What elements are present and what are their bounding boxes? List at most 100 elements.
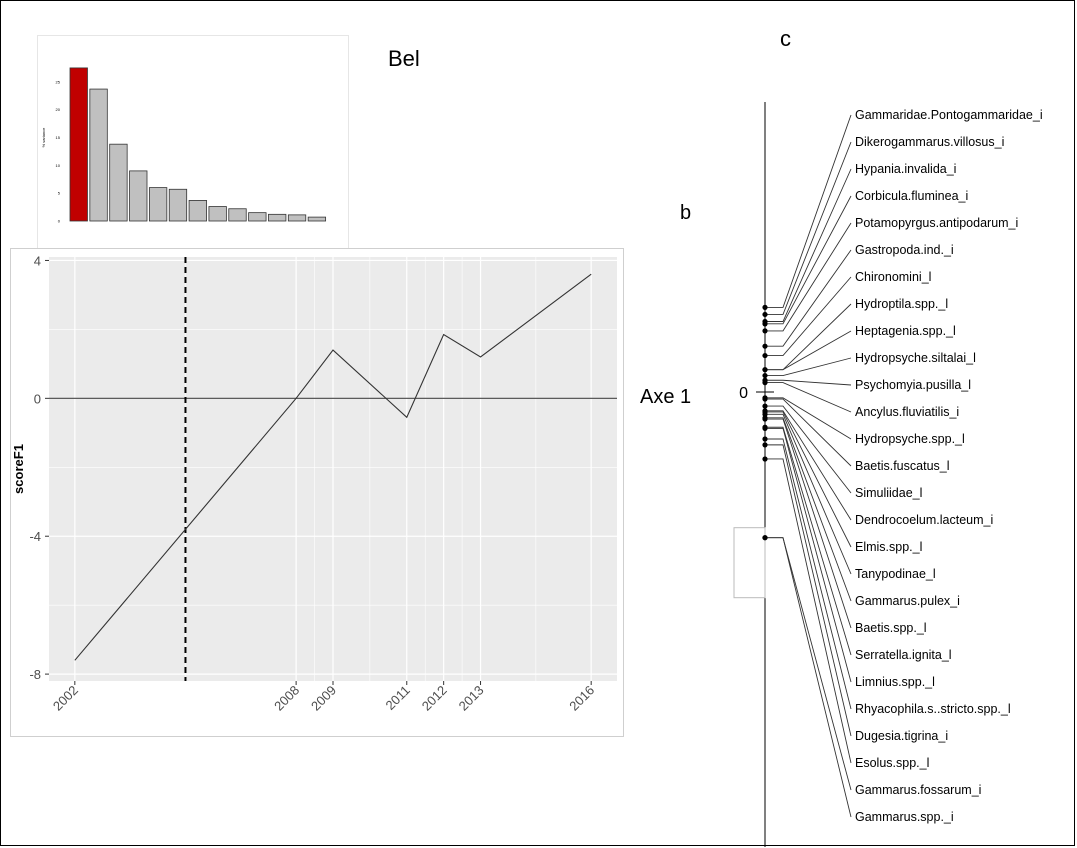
taxon-leader-line xyxy=(765,114,852,308)
y-tick-label: -8 xyxy=(29,667,41,682)
taxon-leader-line xyxy=(765,276,852,357)
taxon-label: Gammarus.pulex_i xyxy=(855,594,960,608)
taxon-label: Baetis.spp._l xyxy=(855,621,927,635)
y-tick-label: -4 xyxy=(29,529,41,544)
taxon-leader-line xyxy=(765,195,852,325)
scree-y-tick-label: 0 xyxy=(58,219,61,224)
taxa-score-plot: 0 Gammaridae.Pontogammaridae_i Dikerogamma… xyxy=(733,102,1043,847)
taxon-label: Gammarus.spp._i xyxy=(855,810,954,824)
taxon-leader-line xyxy=(765,458,852,764)
taxon-point xyxy=(762,403,768,409)
taxa-score-panel: 0 Gammaridae.Pontogammaridae_i Dikerogamma… xyxy=(700,90,1070,847)
taxon-label: Simuliidae_l xyxy=(855,486,922,500)
scree-bar xyxy=(148,187,168,222)
x-tick-label: 2009 xyxy=(308,683,339,714)
site-title: Bel xyxy=(388,46,420,71)
taxon-leader-line xyxy=(765,444,852,737)
scree-plot-panel: % variance 0 5 10 15 20 25 xyxy=(37,35,349,250)
taxon-label: Rhyacophila.s..stricto.spp._l xyxy=(855,702,1011,716)
panel-label-b: b xyxy=(680,202,692,224)
taxon-point xyxy=(762,321,768,327)
taxon-point xyxy=(762,425,768,432)
taxon-leader-line xyxy=(765,537,852,791)
scree-bar xyxy=(248,212,267,222)
x-tick-label: 2012 xyxy=(419,683,450,714)
taxon-point xyxy=(762,442,768,448)
taxon-label: Dugesia.tigrina_i xyxy=(855,729,948,743)
taxon-label: Dendrocoelum.lacteum_i xyxy=(855,513,993,527)
y-axis-label: scoreF1 xyxy=(11,444,26,494)
y-tick-label: 0 xyxy=(34,391,41,406)
scree-bar xyxy=(287,214,307,222)
scree-y-tick-label: 20 xyxy=(56,107,61,112)
taxon-leader-line xyxy=(765,382,852,413)
taxon-label: Hydropsyche.spp._l xyxy=(855,432,965,446)
taxon-leader-line xyxy=(765,411,852,548)
x-tick-label: 2016 xyxy=(566,683,597,714)
taxon-leader-line xyxy=(765,303,852,371)
taxon-label: Elmis.spp._l xyxy=(855,540,922,554)
score-axis-zero-label: 0 xyxy=(739,385,748,402)
taxon-label: Serratella.ignita_l xyxy=(855,648,952,662)
score-series-line xyxy=(74,273,592,661)
scree-y-axis-label: % variance xyxy=(41,127,46,148)
taxon-point xyxy=(762,311,768,318)
taxon-point xyxy=(762,436,768,442)
taxon-label: Limnius.spp._l xyxy=(855,675,935,689)
scree-bar-highlight xyxy=(69,67,88,222)
taxon-label: Potamopyrgus.antipodarum_i xyxy=(855,216,1018,230)
taxon-leader-line xyxy=(765,379,852,386)
x-tick-label: 2011 xyxy=(383,683,413,713)
taxon-point xyxy=(762,535,768,541)
taxon-point xyxy=(762,343,768,349)
y-tick-label: 4 xyxy=(34,253,41,268)
taxon-leader-line xyxy=(765,410,852,521)
taxon-point xyxy=(762,456,768,462)
taxon-leader-line xyxy=(765,413,852,575)
taxon-label: Hypania.invalida_i xyxy=(855,162,956,176)
scree-bar xyxy=(307,216,327,222)
scree-bar xyxy=(129,170,148,222)
taxon-label: Chironomini_l xyxy=(855,270,931,284)
scree-plot: % variance 0 5 10 15 20 25 xyxy=(41,67,327,224)
taxon-point xyxy=(762,367,768,373)
taxon-label: Hydroptila.spp._l xyxy=(855,297,948,311)
taxon-label: Tanypodinae_l xyxy=(855,567,936,581)
taxon-label: Ancylus.fluviatilis_i xyxy=(855,405,959,419)
taxon-point xyxy=(762,372,768,379)
taxon-point xyxy=(762,416,768,422)
score-line-chart-panel: 4 0 -4 -8 2002 2008 2009 2011 2012 2013 2016 scoreF… xyxy=(10,248,624,737)
scree-bar xyxy=(208,206,227,222)
scree-bar xyxy=(268,213,287,222)
taxon-label: Heptagenia.spp._l xyxy=(855,324,956,338)
taxon-leader-line xyxy=(765,397,852,440)
taxon-leader-line xyxy=(765,398,852,467)
taxon-label: Corbicula.fluminea_i xyxy=(855,189,968,203)
taxon-leader-line xyxy=(765,168,852,322)
taxon-leader-line xyxy=(765,141,852,315)
taxon-point xyxy=(762,304,768,310)
taxon-point xyxy=(762,380,768,386)
taxon-label: Dikerogammarus.villosus_i xyxy=(855,135,1004,149)
taxon-point xyxy=(762,328,768,334)
taxon-leader-line xyxy=(765,417,852,602)
score-line-chart: 4 0 -4 -8 2002 2008 2009 2011 2012 2013 2016 scoreF… xyxy=(11,253,617,714)
x-tick-label: 2002 xyxy=(50,683,81,714)
taxon-label: Gastropoda.ind._i xyxy=(855,243,954,257)
taxon-leader-line xyxy=(765,222,852,332)
taxon-point xyxy=(762,352,768,359)
taxon-label: Hydropsyche.siltalai_l xyxy=(855,351,976,365)
taxon-leader-line xyxy=(765,418,852,629)
x-tick-label: 2013 xyxy=(456,683,487,714)
taxon-leader-line xyxy=(765,537,852,818)
taxon-leader-line xyxy=(765,426,852,656)
taxon-label: Baetis.fuscatus_l xyxy=(855,459,950,473)
taxon-label: Psychomyia.pusilla_l xyxy=(855,378,971,392)
scree-bar xyxy=(109,143,128,222)
small-inset-box xyxy=(733,527,766,599)
scree-y-tick-label: 10 xyxy=(56,163,61,168)
taxon-label: Gammarus.fossarum_i xyxy=(855,783,981,797)
panel-label-c: c xyxy=(780,26,791,51)
scree-bar xyxy=(188,200,207,222)
